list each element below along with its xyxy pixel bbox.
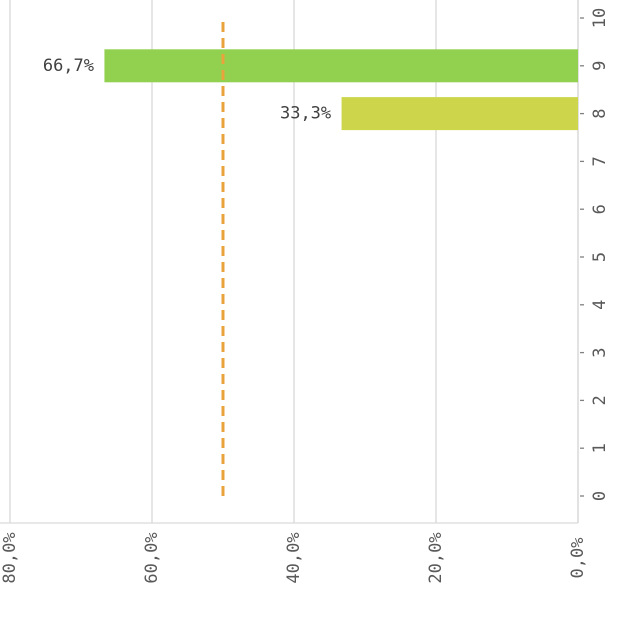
category-label-6: 6 — [590, 204, 610, 214]
plot-area: 0 1 2 3 4 5 6 7 8 9 10 0,0% 20,0% 40,0% 60,0% 80,0% 33,3… — [0, 0, 610, 584]
value-tick-label-80: 80,0% — [0, 532, 20, 583]
bar-8 — [341, 97, 578, 131]
value-tick-label-0: 0,0% — [568, 538, 588, 579]
axes — [0, 0, 584, 524]
value-tick-label-40: 40,0% — [284, 532, 304, 583]
category-label-3: 3 — [590, 347, 610, 357]
data-label-9: 66,7% — [43, 56, 94, 76]
bar-9 — [104, 49, 578, 83]
category-label-4: 4 — [590, 300, 610, 310]
category-label-1: 1 — [590, 443, 610, 453]
value-tick-label-20: 20,0% — [426, 532, 446, 583]
value-tick-label-60: 60,0% — [142, 532, 162, 583]
category-label-2: 2 — [590, 395, 610, 405]
bars — [104, 49, 578, 131]
category-label-0: 0 — [590, 491, 610, 501]
category-label-7: 7 — [590, 156, 610, 166]
category-label-9: 9 — [590, 61, 610, 71]
category-label-5: 5 — [590, 252, 610, 262]
labels: 0 1 2 3 4 5 6 7 8 9 10 0,0% 20,0% 40,0% 60,0% 80,0% 33,3… — [0, 8, 610, 584]
category-label-8: 8 — [590, 108, 610, 118]
data-label-8: 33,3% — [280, 104, 331, 124]
category-label-10: 10 — [590, 8, 610, 28]
